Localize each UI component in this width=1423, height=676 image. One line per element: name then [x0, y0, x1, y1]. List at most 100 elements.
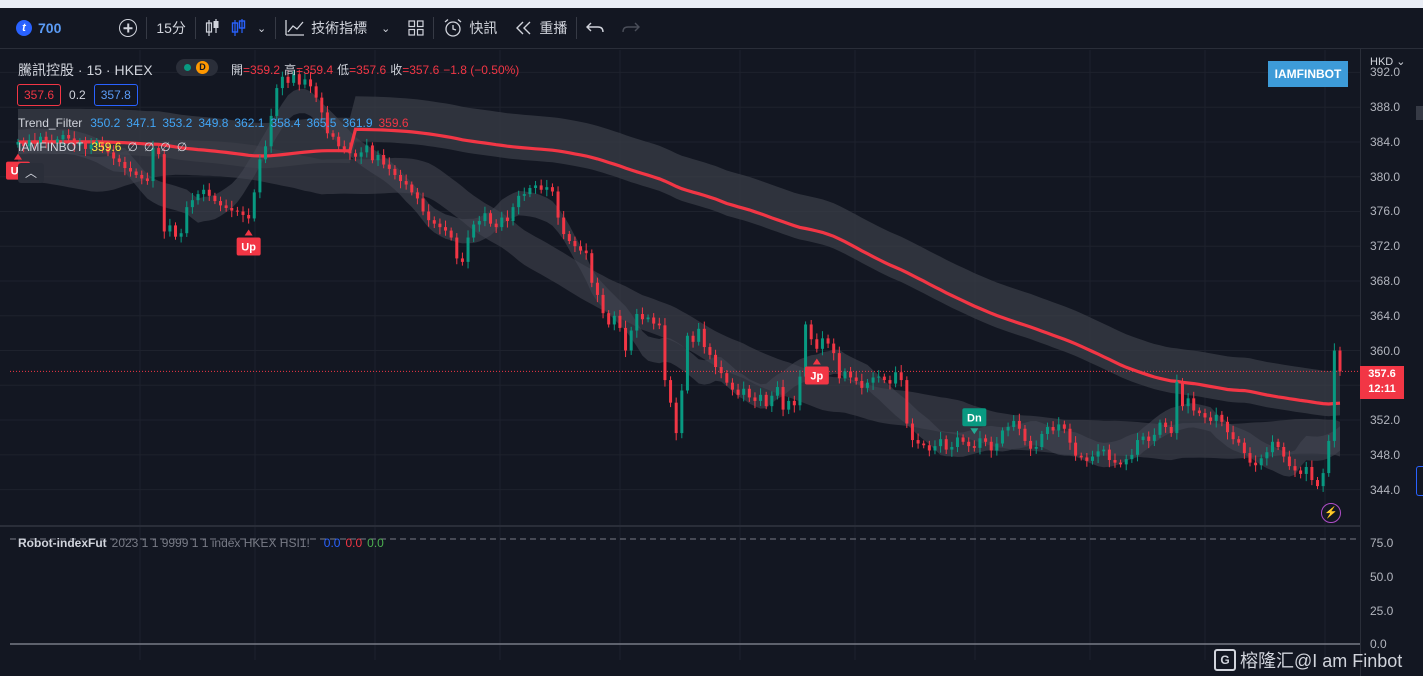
- candle: [725, 373, 729, 383]
- candle: [134, 171, 138, 175]
- undo-button[interactable]: [577, 8, 613, 48]
- candle: [517, 195, 521, 208]
- candle: [1147, 436, 1151, 441]
- chevron-down-icon[interactable]: ⌄: [256, 22, 267, 35]
- sub-pane-indicator-params: 2023 1 1 9999 1 1 index HKEX HSI1!: [111, 536, 310, 550]
- indicator-value: 347.1: [126, 116, 157, 130]
- candle: [505, 217, 509, 222]
- price-chart[interactable]: UpUpJpDnUp: [0, 49, 1423, 676]
- candle: [562, 217, 566, 235]
- candle: [618, 315, 622, 328]
- layouts-button[interactable]: [399, 8, 433, 48]
- indicator-legend-iamfinbot[interactable]: IAMFINBOT 359.6 ∅ ∅ ∅ ∅: [18, 140, 193, 154]
- candle: [415, 192, 419, 199]
- candle: [61, 135, 65, 140]
- alerts-button[interactable]: 快訊: [434, 8, 506, 48]
- candle: [1265, 452, 1269, 459]
- ohlc-label: 收: [390, 63, 403, 77]
- sell-signal-text: Dn: [967, 412, 982, 424]
- indicator-legend-trend-filter[interactable]: Trend_Filter 350.2 347.1 353.2 349.8 362.1 358…: [18, 116, 415, 130]
- candle: [939, 439, 943, 447]
- moving-average-line: [18, 127, 1341, 406]
- candle: [663, 325, 667, 381]
- candle: [736, 389, 740, 395]
- candle: [882, 376, 886, 381]
- replay-label: 重播: [539, 20, 568, 36]
- candle: [697, 328, 701, 342]
- candle: [235, 210, 239, 212]
- candle: [742, 388, 746, 395]
- candle: [33, 140, 37, 144]
- candle: [1248, 453, 1252, 463]
- candle: [871, 377, 875, 383]
- candle: [573, 241, 577, 247]
- candle: [534, 185, 538, 189]
- candle: [410, 184, 414, 193]
- spread-value: 0.2: [69, 88, 86, 102]
- candle: [438, 223, 442, 228]
- buy-signal-label: [804, 366, 829, 385]
- scroll-handle[interactable]: [1416, 106, 1423, 120]
- candle: [1192, 398, 1196, 411]
- candle: [815, 339, 819, 349]
- candle: [1074, 442, 1078, 456]
- indicator-value: 358.4: [270, 116, 301, 130]
- price-tick-label: 368.0: [1370, 274, 1401, 288]
- candle: [264, 146, 268, 160]
- candle: [1327, 440, 1331, 474]
- buy-price-button[interactable]: 357.8: [93, 84, 138, 106]
- candle: [95, 141, 99, 145]
- price-tick-label: 384.0: [1370, 134, 1401, 149]
- chevron-down-icon[interactable]: ⌄: [381, 22, 391, 35]
- sell-price-button[interactable]: 357.6: [17, 84, 62, 106]
- sub-pane-indicator-name[interactable]: Robot-indexFut: [18, 536, 107, 550]
- last-price-tag: 357.6 12:11: [1360, 366, 1404, 399]
- candle: [1197, 410, 1201, 414]
- undo-icon: [586, 22, 605, 33]
- market-status-badge[interactable]: D: [176, 59, 218, 76]
- candle: [269, 115, 273, 147]
- candle: [483, 213, 487, 222]
- candle: [972, 446, 976, 448]
- candle: [680, 390, 684, 434]
- candle: [674, 402, 678, 434]
- indicator-value: ∅: [127, 140, 138, 154]
- collapse-legend-button[interactable]: ︿: [18, 163, 44, 183]
- candle: [865, 382, 869, 388]
- right-edge-handle[interactable]: [1416, 466, 1423, 496]
- candle: [646, 317, 650, 320]
- watermark-logo-icon: G: [1214, 649, 1236, 671]
- toolbar-divider: [275, 17, 277, 39]
- interval-button[interactable]: 15分: [147, 8, 195, 48]
- candle: [989, 441, 993, 451]
- toolbar-divider: [146, 17, 148, 39]
- ohlc-label: 高: [284, 63, 297, 77]
- indicator-value: 359.6: [91, 140, 122, 154]
- candle: [393, 168, 397, 175]
- redo-button[interactable]: [613, 8, 649, 48]
- indicator-value: ∅: [160, 140, 171, 154]
- candle: [849, 371, 853, 378]
- chart-legend-title[interactable]: 騰訊控股 · 15 · HKEX: [18, 62, 153, 78]
- candle: [787, 400, 791, 410]
- candle: [466, 237, 470, 262]
- candle: [444, 227, 448, 231]
- symbol-search-button[interactable]: t 700: [0, 8, 70, 48]
- ohlc-value: =357.6: [349, 63, 387, 77]
- indicator-value: 359.6: [378, 116, 409, 130]
- candle: [309, 79, 313, 87]
- bar-style-button[interactable]: ⌄: [196, 8, 275, 48]
- indicator-value: 350.2: [90, 116, 121, 130]
- replay-button[interactable]: 重播: [506, 8, 576, 48]
- candle: [1299, 470, 1303, 474]
- lightning-icon[interactable]: ⚡: [1321, 503, 1341, 523]
- indicators-button[interactable]: 技術指標 ⌄: [276, 8, 399, 48]
- price-axis[interactable]: [1360, 49, 1423, 676]
- candle: [230, 208, 234, 211]
- candle: [854, 377, 858, 381]
- currency-label[interactable]: HKD ⌄: [1370, 56, 1406, 68]
- candle: [55, 139, 59, 143]
- compare-symbol-button[interactable]: [110, 8, 146, 48]
- indicator-value: 353.2: [162, 116, 193, 130]
- candle: [798, 376, 802, 406]
